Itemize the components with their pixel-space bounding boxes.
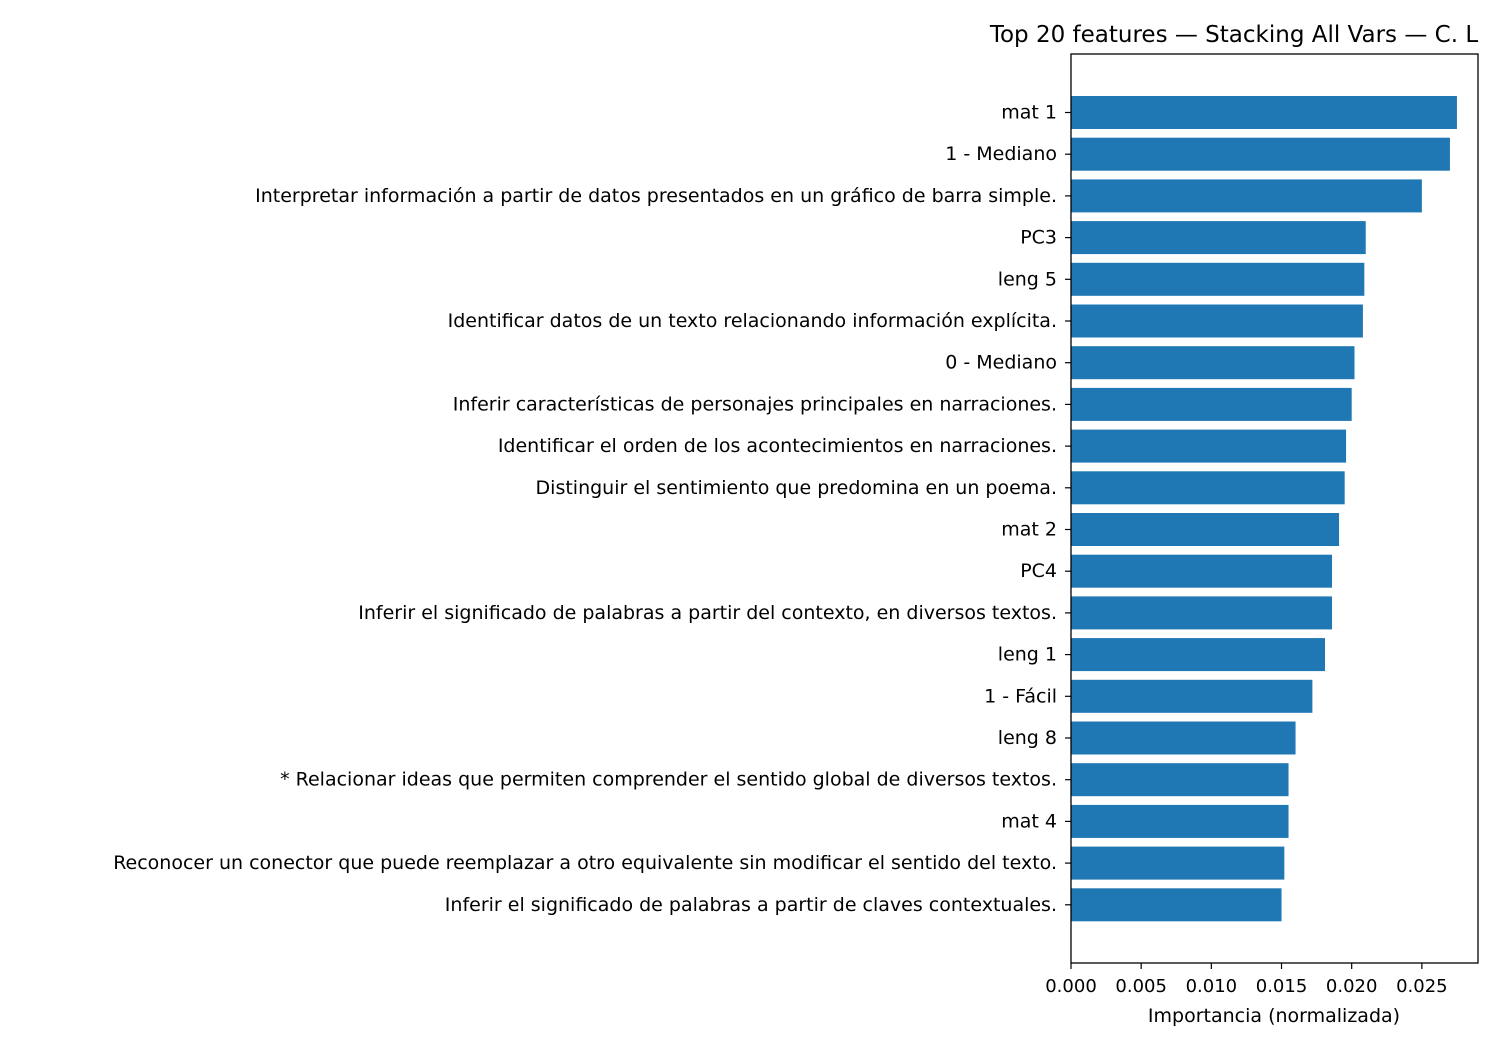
category-label: Inferir el significado de palabras a par… [445, 894, 1057, 916]
category-labels: mat 1 1 - Mediano Interpretar información … [113, 102, 1071, 916]
bar-1 [1071, 96, 1457, 129]
bars-layer [1071, 96, 1457, 922]
category-label: Reconocer un conector que puede reemplaz… [113, 852, 1057, 874]
bar-11 [1071, 513, 1340, 546]
bar-14 [1071, 638, 1326, 672]
x-tick-label: 0.010 [1186, 976, 1238, 997]
bar-20 [1071, 888, 1282, 922]
category-label: Identificar datos de un texto relacionan… [448, 310, 1057, 332]
bar-17 [1071, 763, 1289, 797]
bar-12 [1071, 554, 1333, 588]
chart-title: Top 20 features — Stacking All Vars — C.… [989, 22, 1479, 48]
bar-9 [1071, 429, 1347, 463]
x-axis-label: Importancia (normalizada) [1148, 1005, 1400, 1027]
category-label: mat 1 [1001, 102, 1057, 124]
bar-10 [1071, 471, 1345, 505]
category-label: Inferir el significado de palabras a par… [358, 602, 1057, 624]
category-label: leng 5 [998, 268, 1057, 290]
bar-5 [1071, 262, 1365, 296]
x-tick-label: 0.020 [1326, 976, 1378, 997]
bar-3 [1071, 179, 1422, 213]
category-label: Identificar el orden de los acontecimien… [498, 435, 1057, 457]
bar-16 [1071, 721, 1296, 755]
category-label: leng 1 [998, 644, 1057, 666]
bar-7 [1071, 346, 1355, 380]
bar-4 [1071, 221, 1366, 255]
x-tick-label: 0.000 [1045, 976, 1097, 997]
x-tick-label: 0.015 [1256, 976, 1308, 997]
bar-15 [1071, 679, 1313, 713]
plot-frame [1070, 53, 1479, 964]
category-label: mat 2 [1001, 519, 1057, 541]
category-label: PC4 [1020, 560, 1057, 582]
category-label: leng 8 [998, 727, 1057, 749]
category-label: 0 - Mediano [945, 352, 1057, 374]
bar-8 [1071, 387, 1352, 421]
category-label: Inferir características de personajes pr… [453, 393, 1057, 415]
x-tick-label: 0.005 [1115, 976, 1167, 997]
category-label: 1 - Mediano [945, 143, 1057, 165]
category-label: Distinguir el sentimiento que predomina … [536, 477, 1057, 499]
category-label: * Relacionar ideas que permiten comprend… [280, 769, 1057, 791]
bar-13 [1071, 596, 1333, 630]
category-label: 1 - Fácil [984, 685, 1057, 707]
category-label: PC3 [1020, 227, 1057, 249]
category-label: Interpretar información a partir de dato… [255, 185, 1057, 207]
bar-2 [1071, 137, 1450, 171]
x-axis-ticks: 0.000 0.005 0.010 0.015 0.020 0.025 [1045, 963, 1448, 997]
bar-19 [1071, 846, 1285, 880]
x-tick-label: 0.025 [1396, 976, 1448, 997]
category-label: mat 4 [1001, 810, 1057, 832]
bar-6 [1071, 304, 1363, 338]
bar-18 [1071, 804, 1289, 838]
